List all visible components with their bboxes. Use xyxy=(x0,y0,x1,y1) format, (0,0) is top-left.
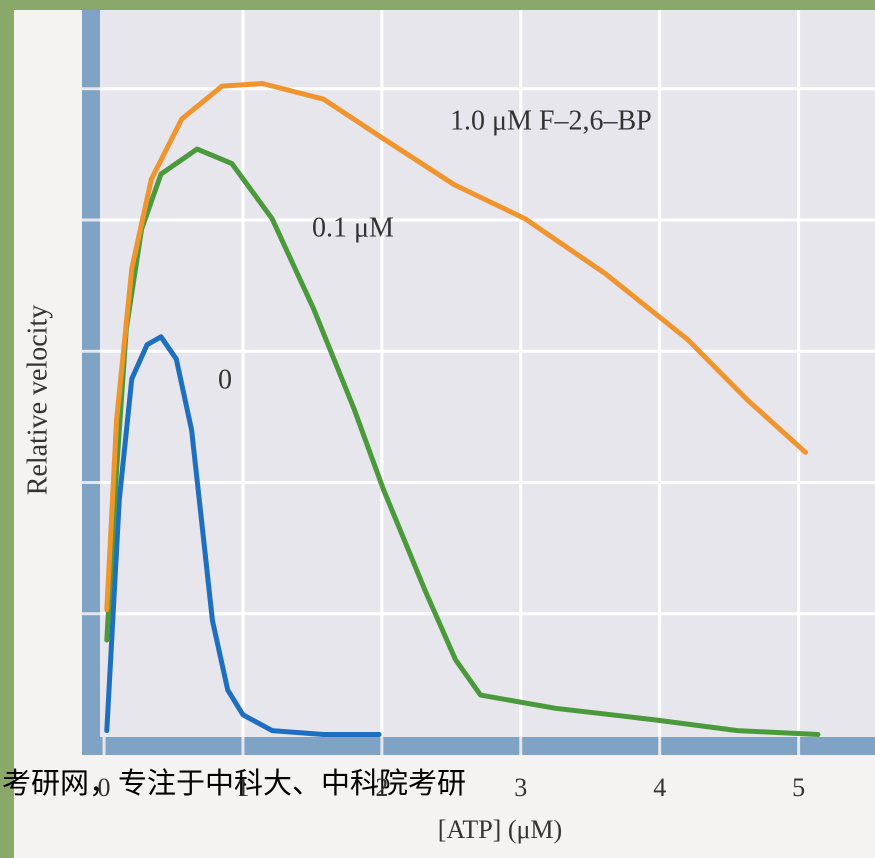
series-annotation: 0.1 μM xyxy=(312,212,394,243)
x-tick-label: 4 xyxy=(653,773,666,802)
x-tick-label: 2 xyxy=(375,773,388,802)
x-tick-label: 5 xyxy=(792,773,805,802)
x-tick-label: 1 xyxy=(236,773,249,802)
x-tick-label: 0 xyxy=(98,773,111,802)
y-axis-label: Relative velocity xyxy=(22,305,53,496)
series-annotation: 1.0 μM F–2,6–BP xyxy=(450,105,652,136)
chart: Relative velocity [ATP] (μM) 1.0 μM F–2,… xyxy=(0,0,875,858)
x-tick-label: 3 xyxy=(514,773,527,802)
watermark: 考研网，专注于中科大、中科院考研 xyxy=(2,766,466,800)
x-axis-label: [ATP] (μM) xyxy=(438,815,562,844)
x-axis-bar xyxy=(82,737,875,755)
series-annotation: 0 xyxy=(218,364,232,395)
y-axis-bar xyxy=(82,10,100,755)
